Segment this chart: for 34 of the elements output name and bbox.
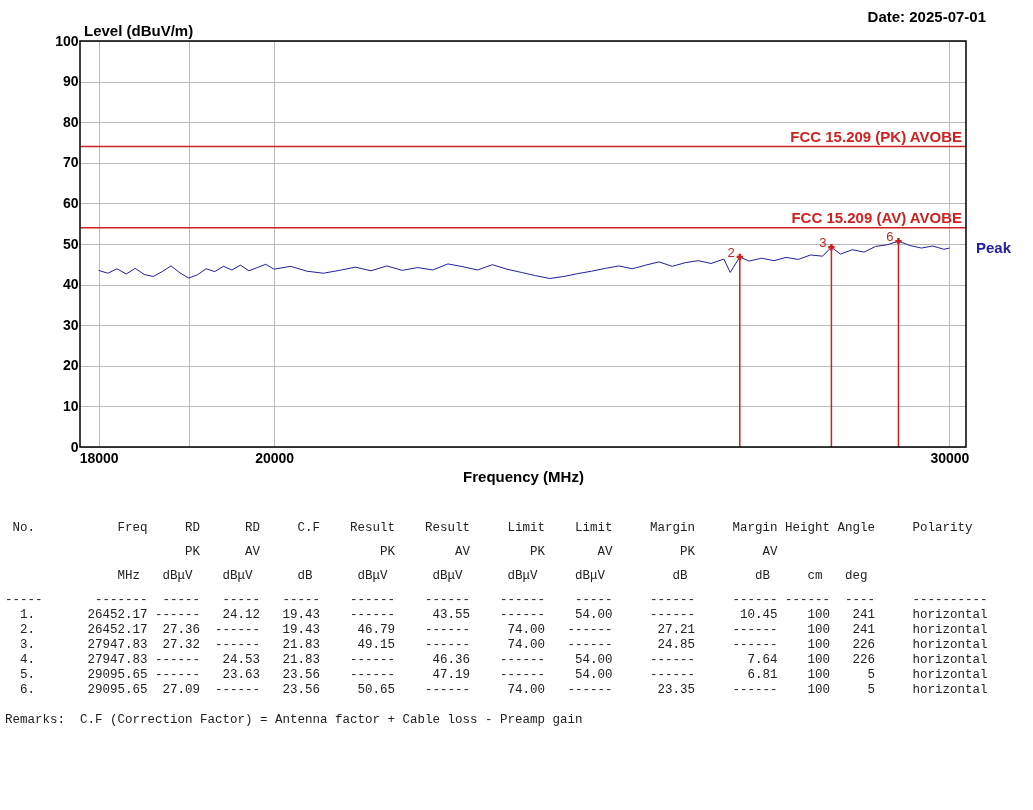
text: Date: 2025-07-01	[867, 8, 986, 25]
ref-line-label: FCC 15.209 (AV) AVOBE	[791, 208, 962, 226]
text: 4. 27947.83 ------ 24.53 21.83 ------ 46.36 ------ 54.00 ------ 7.64 100 226 horizontal	[20, 653, 988, 667]
annotation: 3	[819, 235, 827, 251]
y-tick-label: 0	[70, 438, 79, 455]
x-tick-label: 30000	[930, 449, 970, 466]
text: 3. 27947.83 27.32 ------ 21.83 49.15 ------ 74.00 ------ 24.85 ------ 100 226 horizontal	[20, 638, 988, 652]
text: 6. 29095.65 27.09 ------ 23.56 50.65 ------ 74.00 ------ 23.35 ------ 100 5 horizontal	[20, 683, 988, 697]
y-tick-label: 50	[62, 235, 79, 252]
y-tick-label: 90	[62, 73, 79, 90]
x-tick-label: 18000	[79, 449, 119, 466]
y-tick-label: 20	[62, 357, 79, 374]
ref-line-label: FCC 15.209 (PK) AVOBE	[790, 127, 962, 145]
y-tick-label: 30	[62, 316, 79, 333]
y-tick-label: 40	[62, 276, 79, 293]
y-tick-label: 60	[62, 194, 79, 211]
annotation: 6	[886, 229, 894, 245]
text: PK AV PK AV PK AV PK AV	[185, 545, 778, 559]
text: No. Freq RD RD C.F Result Result Limit Limit Margin Margin Height Angle Polarity	[12, 521, 973, 535]
text: 1. 26452.17 ------ 24.12 19.43 ------ 43.55 ------ 54.00 ------ 10.45 100 241 horizontal	[20, 608, 988, 622]
series-label: Peak	[976, 239, 1012, 257]
y-tick-label: 100	[55, 32, 79, 49]
y-tick-label: 70	[62, 154, 79, 171]
x-tick-label: 20000	[255, 449, 295, 466]
annotation: 2	[727, 244, 735, 260]
text: 5. 29095.65 ------ 23.63 23.56 ------ 47.19 ------ 54.00 ------ 6.81 100 5 horizontal	[20, 668, 988, 682]
text: ----- ------- ----- ----- ----- ------ ------ ------ ----- ------ ------ ------ ---- ----------	[5, 593, 988, 607]
text: 2. 26452.17 27.36 ------ 19.43 46.79 ------ 74.00 ------ 27.21 ------ 100 241 horizontal	[20, 623, 988, 637]
y-tick-label: 10	[62, 397, 79, 414]
text: MHz dBμV dBμV dB dBμV dBμV dBμV dBμV dB dB cm deg	[117, 569, 868, 583]
text: Remarks: C.F (Correction Factor) = Antenna factor + Cable loss - Preamp gain	[5, 713, 583, 727]
y-axis-title: Level (dBuV/m)	[84, 22, 194, 39]
x-axis-title: Frequency (MHz)	[463, 467, 584, 485]
y-tick-label: 80	[62, 113, 79, 130]
